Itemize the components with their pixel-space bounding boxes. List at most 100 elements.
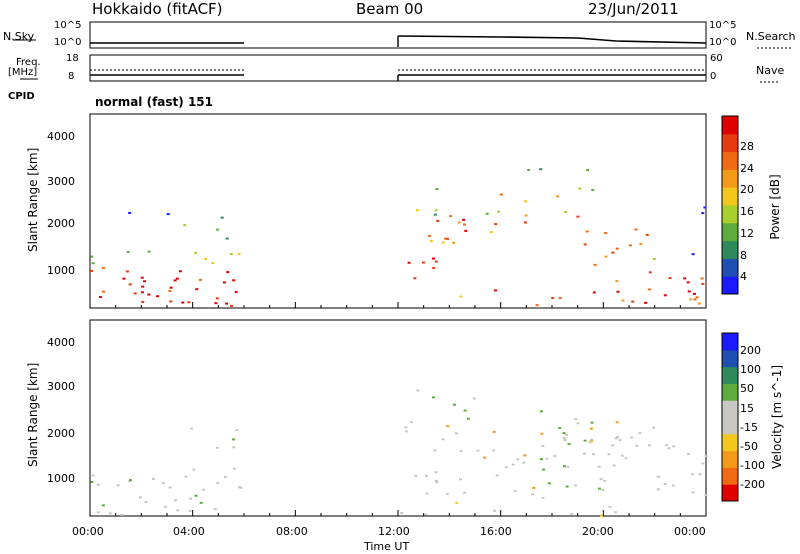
power-cell <box>444 237 448 240</box>
power-cell <box>140 291 144 294</box>
velocity-cell <box>574 418 578 421</box>
velocity-cell <box>120 513 124 516</box>
velocity-cell <box>553 455 557 458</box>
velocity-cell <box>590 440 594 443</box>
velocity-cell <box>513 489 517 492</box>
power-cell <box>592 291 596 294</box>
velocity-cell <box>232 446 236 449</box>
xtick-0400: 04:00 <box>173 525 205 538</box>
power-cell <box>126 250 130 253</box>
power-cell <box>421 261 425 264</box>
power-cell <box>701 212 705 215</box>
power-cell <box>175 277 179 280</box>
xtick-2000: 20:00 <box>582 525 614 538</box>
power-cell <box>489 231 493 234</box>
velocity-colorbar-bin <box>722 433 738 452</box>
power-colorbar-bin <box>722 169 738 188</box>
nave-tick-top: 60 <box>710 53 723 64</box>
velocity-cell <box>583 439 587 442</box>
velocity-cell <box>432 396 436 399</box>
velocity-ytick-1000: 1000 <box>47 472 75 485</box>
velocity-cell <box>176 509 180 512</box>
velocity-cell <box>452 403 456 406</box>
power-cell <box>558 297 562 300</box>
velocity-cell <box>194 494 198 497</box>
power-colorbar-bin <box>722 240 738 259</box>
velocity-cell <box>445 492 449 495</box>
power-cell <box>615 280 619 283</box>
power-cell <box>147 293 151 296</box>
power-cell <box>232 279 236 282</box>
velocity-cell <box>566 465 570 468</box>
power-cell <box>122 277 126 280</box>
velocity-cell <box>129 479 133 482</box>
power-cell <box>168 290 172 293</box>
velocity-cell <box>648 444 652 447</box>
velocity-cell <box>630 436 634 439</box>
velocity-cell <box>590 421 594 424</box>
power-cell <box>220 216 224 219</box>
radar-title: Hokkaido (fitACF) <box>92 0 223 18</box>
power-cell <box>648 271 652 274</box>
velocity-ytick-2000: 2000 <box>47 427 75 440</box>
power-cell <box>91 262 95 265</box>
power-colorbar-bin <box>722 151 738 170</box>
power-cell <box>576 215 580 218</box>
velocity-cell <box>620 454 624 457</box>
velocity-cell <box>409 421 413 424</box>
nsearch-tick-bottom: 10^0 <box>709 37 737 48</box>
velocity-ytick-4000: 4000 <box>47 336 75 349</box>
velocity-cell <box>608 505 612 508</box>
power-cell <box>459 295 463 298</box>
power-cell <box>214 302 218 305</box>
power-cell <box>155 295 159 298</box>
power-cell <box>204 257 208 260</box>
power-cell <box>225 237 229 240</box>
velocity-cell <box>582 452 586 455</box>
velocity-cell <box>599 478 603 481</box>
power-cell <box>647 288 651 291</box>
velocity-cell <box>188 497 192 500</box>
power-cell <box>462 218 466 221</box>
power-cell <box>141 300 145 303</box>
velocity-cell <box>656 488 660 491</box>
velocity-cell <box>611 444 615 447</box>
velocity-cell <box>504 466 508 469</box>
vel-cb-tick-200: 200 <box>740 344 761 357</box>
power-cell <box>141 285 145 288</box>
velocity-colorbar-bin <box>722 366 738 384</box>
velocity-cell <box>539 410 543 413</box>
velocity-cell <box>607 453 611 456</box>
xtick-0000: 00:00 <box>72 525 104 538</box>
velocity-cell <box>592 453 596 456</box>
velocity-cell <box>101 504 105 507</box>
power-cell <box>591 188 595 191</box>
velocity-cell <box>701 462 705 465</box>
velocity-cell <box>616 435 620 438</box>
nsky-panel-frame <box>89 21 707 49</box>
velocity-cell <box>532 486 536 489</box>
velocity-cell <box>184 475 188 478</box>
velocity-cell <box>541 496 545 499</box>
power-cell <box>147 250 151 253</box>
nsky-tick-top: 10^5 <box>54 20 82 31</box>
freq-unit-label: [MHz] <box>8 67 38 78</box>
velocity-cell <box>665 444 669 447</box>
velocity-cell <box>459 450 463 453</box>
velocity-cell <box>564 433 568 436</box>
power-cell <box>142 280 146 283</box>
velocity-cell <box>590 438 594 441</box>
power-cell <box>564 211 568 214</box>
velocity-cell <box>615 421 619 424</box>
velocity-cell <box>540 432 544 435</box>
velocity-cell <box>425 492 429 495</box>
power-cell <box>416 209 420 212</box>
velocity-cell <box>201 488 205 491</box>
velocity-cell <box>598 487 602 490</box>
velocity-colorbar-bin <box>722 484 738 502</box>
axis-ticks <box>89 302 707 516</box>
velocity-cell <box>483 456 487 459</box>
power-ytick-1000: 1000 <box>47 264 75 277</box>
velocity-cell <box>601 489 605 492</box>
power-cell <box>101 290 105 293</box>
